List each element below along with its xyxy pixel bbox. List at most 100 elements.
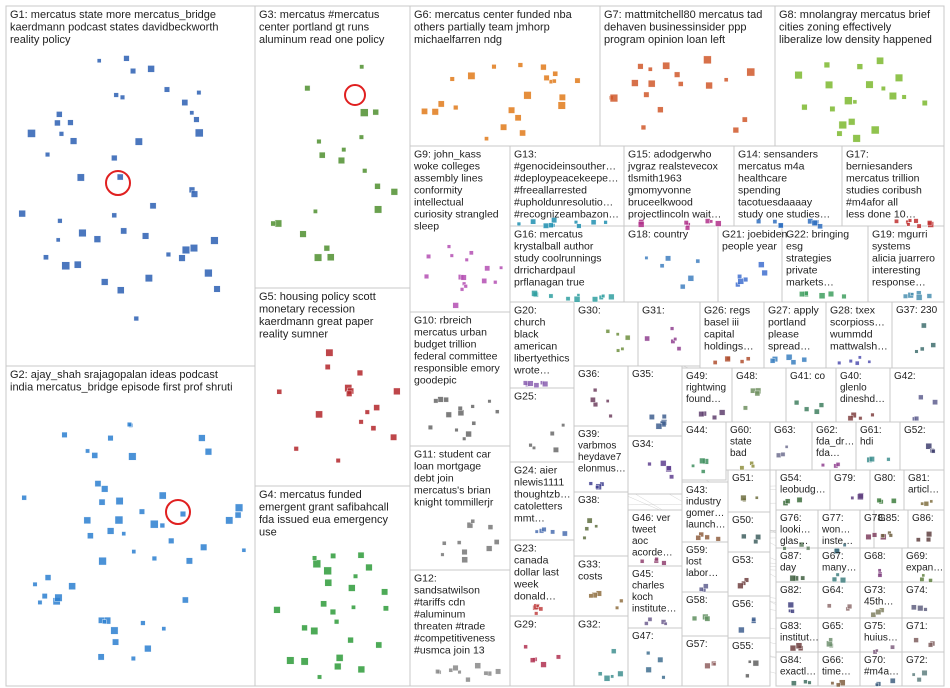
node: [647, 617, 653, 622]
group-label-line: portland: [768, 317, 806, 329]
node: [327, 253, 335, 261]
group-label-g11: G11: student car loan mortgage debt join me…: [414, 449, 494, 509]
group-label-line: G36:: [578, 369, 600, 380]
group-label-line: elonmus…: [578, 464, 626, 475]
node: [800, 575, 806, 581]
node: [164, 86, 170, 93]
node: [443, 396, 449, 403]
node: [528, 443, 533, 448]
group-label-line: sandsatwilson: [414, 585, 480, 597]
group-label-line: G84:: [780, 655, 802, 666]
group-label-line: G21: joebiden: [722, 229, 788, 241]
node: [921, 322, 927, 329]
group-label-line: G63:: [774, 425, 796, 436]
node: [826, 603, 832, 609]
group-label-line: G14: sensanders: [738, 149, 818, 161]
node: [335, 458, 341, 464]
node: [437, 396, 444, 403]
group-label-g5: G5: housing policy scott monetary recessi…: [259, 291, 376, 341]
node: [97, 653, 105, 661]
node: [93, 235, 101, 243]
node: [644, 335, 650, 342]
node: [705, 81, 713, 90]
node: [337, 156, 345, 164]
group-label-g8: G8: mnolangray mercatus brief cities zoni…: [779, 9, 932, 46]
node: [487, 399, 492, 404]
group-label-line: G74:: [906, 585, 928, 596]
node: [743, 277, 749, 283]
node: [553, 446, 559, 453]
node: [519, 129, 526, 137]
group-label-g55: G55:: [732, 641, 754, 652]
node: [620, 347, 625, 351]
node: [890, 644, 895, 650]
node: [150, 520, 159, 529]
node: [495, 409, 500, 414]
node: [190, 244, 198, 252]
node: [741, 533, 747, 539]
group-label-g32: G32:: [578, 619, 601, 631]
node: [876, 57, 884, 65]
node: [463, 284, 468, 289]
node: [481, 278, 487, 284]
group-label-line: holdings…: [704, 341, 754, 353]
node: [457, 406, 463, 411]
node: [615, 332, 620, 337]
node: [644, 621, 649, 626]
group-label-line: G17:: [846, 149, 869, 161]
node: [225, 516, 234, 525]
node: [698, 531, 704, 538]
node: [323, 566, 332, 575]
node: [527, 380, 534, 387]
node: [712, 662, 717, 667]
node: [645, 666, 652, 673]
node: [687, 275, 694, 282]
group-label-line: #recognizeambazon…: [514, 209, 619, 221]
node: [484, 265, 491, 272]
group-label-line: nlewis1111: [514, 477, 564, 489]
group-label-g49: G49: rightwing found…: [686, 371, 726, 405]
group-label-line: G51:: [732, 473, 754, 484]
node: [329, 608, 336, 615]
group-label-line: hdi: [860, 437, 873, 448]
node: [457, 670, 462, 675]
group-label-line: G45:: [632, 569, 654, 580]
group-label-line: emergent grant safibahcall: [259, 502, 389, 514]
node: [761, 269, 768, 276]
group-label-line: budget trillion: [414, 339, 477, 351]
node: [449, 76, 455, 82]
node: [358, 419, 364, 425]
node: [312, 559, 321, 568]
node: [795, 642, 803, 649]
group-box-g64: [817, 581, 861, 619]
group-label-line: G78:: [864, 513, 886, 524]
group-label-line: capital: [704, 329, 734, 341]
group-box-g57: [681, 635, 729, 687]
node: [910, 292, 915, 296]
group-label-line: threaten #trade: [414, 621, 485, 633]
node: [903, 293, 908, 299]
node: [752, 660, 759, 667]
group-label-g78: G78:: [864, 513, 886, 524]
node: [61, 261, 70, 270]
node: [383, 605, 389, 612]
node: [611, 648, 617, 654]
node: [516, 221, 521, 227]
group-label-g69: G69: expan…: [906, 551, 943, 574]
node: [144, 645, 152, 653]
node: [914, 349, 919, 354]
group-label-g24: G24: aier nlewis1111 thoughtzb… catoletters…: [514, 465, 571, 525]
node: [875, 682, 879, 687]
node: [835, 462, 841, 467]
node: [603, 675, 611, 682]
node: [465, 430, 472, 438]
node: [646, 651, 651, 656]
node: [353, 573, 358, 579]
group-label-line: launch…: [686, 520, 725, 531]
node: [588, 593, 594, 599]
node: [931, 448, 936, 454]
group-label-g9: G9: john_kass woke colleges assembly lines…: [413, 149, 499, 233]
node: [315, 410, 323, 419]
group-label-line: strategies: [786, 253, 832, 265]
group-label-line: G38:: [578, 495, 600, 506]
